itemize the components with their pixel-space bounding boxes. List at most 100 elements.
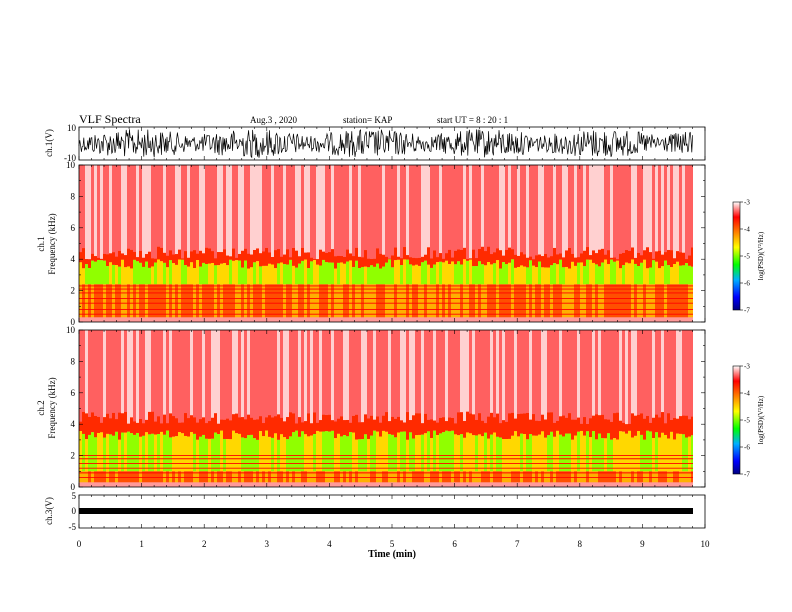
spectrogram-column: [622, 422, 625, 432]
spectrogram-column: [337, 255, 340, 263]
spectrogram-column: [583, 266, 586, 285]
spectrogram-column: [445, 284, 448, 318]
spectrogram-column: [280, 417, 283, 435]
spectrogram-column: [427, 330, 430, 420]
spectrogram-column: [451, 261, 454, 285]
spectrogram-column: [241, 330, 244, 418]
spectrogram-column: [445, 430, 448, 472]
spectrogram-column: [367, 258, 370, 268]
spectrogram-column: [412, 471, 415, 483]
spectrogram-column: [181, 422, 184, 434]
spectrogram-column: [250, 267, 253, 285]
spectrogram-column: [493, 263, 496, 285]
spectrogram-column: [550, 265, 553, 285]
spectrogram-column: [112, 252, 115, 265]
spectrogram-column: [127, 431, 130, 472]
spectrogram-column: [442, 471, 445, 483]
spectrogram-column: [676, 433, 679, 472]
spectrogram-column: [670, 165, 673, 251]
spectrogram-column: [220, 419, 223, 431]
spectrogram-column: [202, 434, 205, 472]
spectrogram-column: [544, 284, 547, 318]
spectrogram-column: [397, 259, 400, 285]
spectrogram-column: [394, 247, 397, 261]
spectrogram-column: [103, 165, 106, 254]
spectrogram-column: [508, 165, 511, 248]
spectrogram-column: [481, 330, 484, 421]
spectrogram-column: [346, 436, 349, 472]
spectrogram-column: [538, 254, 541, 262]
spectrogram-column: [154, 165, 157, 259]
spectrogram-column: [496, 330, 499, 414]
spectrogram-column: [373, 430, 376, 472]
spectrogram-column: [109, 284, 112, 318]
spectrogram-column: [202, 330, 205, 418]
spectrogram-column: [613, 413, 616, 439]
spectrogram-column: [598, 165, 601, 250]
spectrogram-column: [235, 257, 238, 261]
spectrogram-column: [481, 420, 484, 437]
spectrogram-column: [286, 330, 289, 418]
spectrogram-column: [439, 330, 442, 418]
station-label: station= KAP: [343, 115, 392, 125]
spectrogram-column: [145, 419, 148, 433]
spectrogram-column: [82, 248, 85, 269]
spectrogram-column: [628, 263, 631, 285]
spectrogram-column: [469, 165, 472, 259]
spectrogram-column: [598, 266, 601, 285]
spectrogram-column: [112, 165, 115, 253]
spectrogram-column: [271, 165, 274, 258]
spectrogram-column: [595, 414, 598, 440]
spectrogram-column: [82, 165, 85, 249]
spectrogram-column: [457, 471, 460, 483]
spectrogram-column: [145, 330, 148, 420]
spectrogram-column: [586, 247, 589, 260]
spectrogram-column: [517, 266, 520, 285]
spectrogram-column: [679, 265, 682, 285]
colorbar-ch2-gradient: [732, 365, 741, 475]
spectrogram-column: [352, 267, 355, 285]
spectrogram-column: [265, 284, 268, 318]
spectrogram-column: [679, 416, 682, 434]
spectrogram-column: [91, 284, 94, 318]
spectrogram-column: [553, 436, 556, 472]
spectrogram-column: [436, 330, 439, 423]
spectrogram-column: [544, 253, 547, 268]
spectrogram-column: [175, 165, 178, 255]
spectrogram-column: [631, 259, 634, 285]
spectrogram-column: [679, 471, 682, 483]
spectrogram-column: [607, 330, 610, 420]
spectrogram-column: [376, 165, 379, 249]
spectrogram-column: [292, 471, 295, 483]
spectrogram-column: [217, 284, 220, 318]
spectrogram-column: [343, 284, 346, 318]
spectrogram-column: [364, 266, 367, 285]
spectrogram-column: [166, 471, 169, 483]
spectrogram-column: [628, 165, 631, 251]
spectrogram-column: [448, 330, 451, 418]
spectrogram-column: [475, 258, 478, 267]
spectrogram-column: [163, 471, 166, 483]
spectrogram-column: [691, 416, 694, 436]
spectrogram-column: [91, 330, 94, 413]
spectrogram-column: [625, 284, 628, 318]
spectrogram-column: [469, 413, 472, 434]
spectrogram-column: [223, 165, 226, 250]
spectrogram-column: [286, 417, 289, 440]
spectrogram-column: [115, 265, 118, 285]
spectrogram-column: [280, 471, 283, 483]
spectrogram-column: [508, 413, 511, 439]
spectrogram-column: [352, 432, 355, 472]
spectrogram-column: [220, 263, 223, 285]
spectrogram-column: [478, 248, 481, 262]
spectrogram-column: [532, 165, 535, 260]
spectrogram-column: [289, 330, 292, 413]
spectrogram-column: [184, 413, 187, 436]
spectrogram-column: [319, 265, 322, 285]
spectrogram-column: [172, 471, 175, 483]
spectrogram-column: [319, 284, 322, 318]
spectrogram-column: [379, 165, 382, 254]
spectrogram-column: [127, 423, 130, 432]
spectrogram-column: [346, 284, 349, 318]
spectrogram-column: [490, 264, 493, 285]
